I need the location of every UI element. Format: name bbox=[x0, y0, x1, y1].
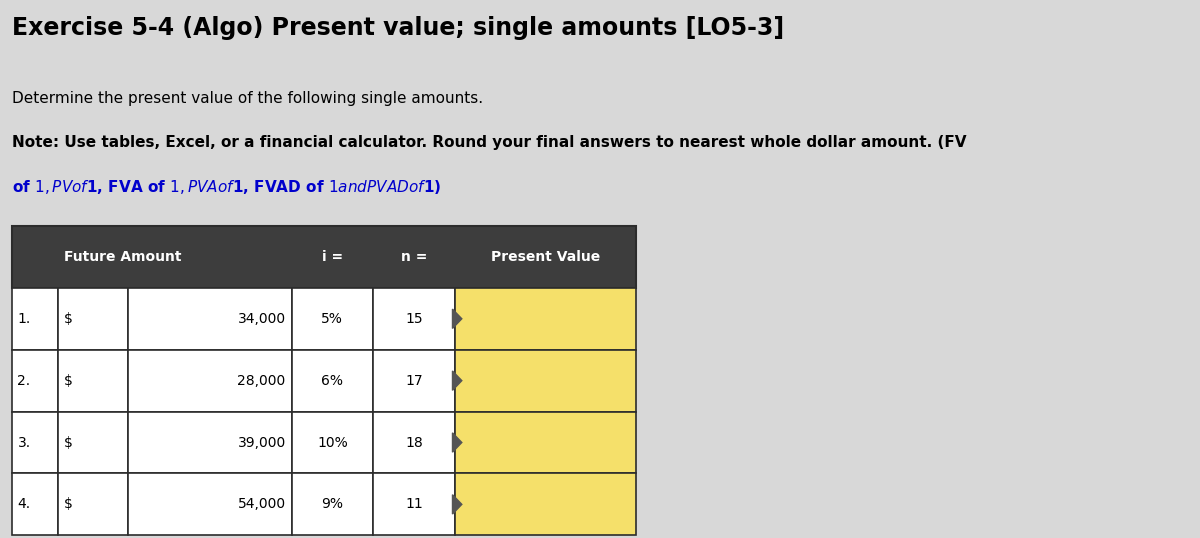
FancyBboxPatch shape bbox=[455, 350, 636, 412]
FancyBboxPatch shape bbox=[12, 473, 59, 535]
Text: 4.: 4. bbox=[18, 497, 31, 512]
Text: Exercise 5-4 (Algo) Present value; single amounts [LO5-3]: Exercise 5-4 (Algo) Present value; singl… bbox=[12, 16, 784, 40]
FancyBboxPatch shape bbox=[292, 288, 373, 350]
Polygon shape bbox=[452, 433, 462, 452]
Text: 18: 18 bbox=[406, 435, 422, 450]
Text: $: $ bbox=[64, 373, 73, 388]
Text: 17: 17 bbox=[406, 373, 422, 388]
FancyBboxPatch shape bbox=[59, 412, 128, 473]
FancyBboxPatch shape bbox=[373, 350, 455, 412]
Text: Present Value: Present Value bbox=[491, 250, 600, 264]
Text: 11: 11 bbox=[406, 497, 422, 512]
Text: 6%: 6% bbox=[322, 373, 343, 388]
Polygon shape bbox=[452, 371, 462, 391]
Text: 15: 15 bbox=[406, 312, 422, 326]
FancyBboxPatch shape bbox=[373, 412, 455, 473]
FancyBboxPatch shape bbox=[292, 412, 373, 473]
FancyBboxPatch shape bbox=[455, 288, 636, 350]
FancyBboxPatch shape bbox=[12, 412, 59, 473]
Polygon shape bbox=[452, 309, 462, 328]
FancyBboxPatch shape bbox=[128, 412, 292, 473]
FancyBboxPatch shape bbox=[12, 288, 59, 350]
Text: $: $ bbox=[64, 312, 73, 326]
Text: 10%: 10% bbox=[317, 435, 348, 450]
FancyBboxPatch shape bbox=[455, 473, 636, 535]
FancyBboxPatch shape bbox=[59, 288, 128, 350]
FancyBboxPatch shape bbox=[59, 350, 128, 412]
FancyBboxPatch shape bbox=[373, 473, 455, 535]
Text: Determine the present value of the following single amounts.: Determine the present value of the follo… bbox=[12, 91, 482, 107]
Text: $: $ bbox=[64, 435, 73, 450]
Text: Note: Use tables, Excel, or a financial calculator. Round your final answers to : Note: Use tables, Excel, or a financial … bbox=[12, 134, 966, 150]
Text: i =: i = bbox=[322, 250, 343, 264]
Text: 1.: 1. bbox=[18, 312, 31, 326]
FancyBboxPatch shape bbox=[12, 226, 636, 288]
Text: of $1, PV of $1, FVA of $1, PVA of $1, FVAD of $1 and PVAD of $1): of $1, PV of $1, FVA of $1, PVA of $1, F… bbox=[12, 178, 440, 195]
FancyBboxPatch shape bbox=[292, 350, 373, 412]
Text: 3.: 3. bbox=[18, 435, 31, 450]
FancyBboxPatch shape bbox=[128, 473, 292, 535]
Text: n =: n = bbox=[401, 250, 427, 264]
Text: 2.: 2. bbox=[18, 373, 31, 388]
Text: 9%: 9% bbox=[322, 497, 343, 512]
Text: 39,000: 39,000 bbox=[238, 435, 286, 450]
FancyBboxPatch shape bbox=[128, 288, 292, 350]
Text: 34,000: 34,000 bbox=[238, 312, 286, 326]
Text: 28,000: 28,000 bbox=[238, 373, 286, 388]
Text: $: $ bbox=[64, 497, 73, 512]
Text: 54,000: 54,000 bbox=[238, 497, 286, 512]
FancyBboxPatch shape bbox=[128, 350, 292, 412]
FancyBboxPatch shape bbox=[12, 350, 59, 412]
Text: 5%: 5% bbox=[322, 312, 343, 326]
Polygon shape bbox=[452, 495, 462, 514]
FancyBboxPatch shape bbox=[455, 412, 636, 473]
FancyBboxPatch shape bbox=[292, 473, 373, 535]
FancyBboxPatch shape bbox=[373, 288, 455, 350]
Text: Future Amount: Future Amount bbox=[64, 250, 181, 264]
FancyBboxPatch shape bbox=[59, 473, 128, 535]
